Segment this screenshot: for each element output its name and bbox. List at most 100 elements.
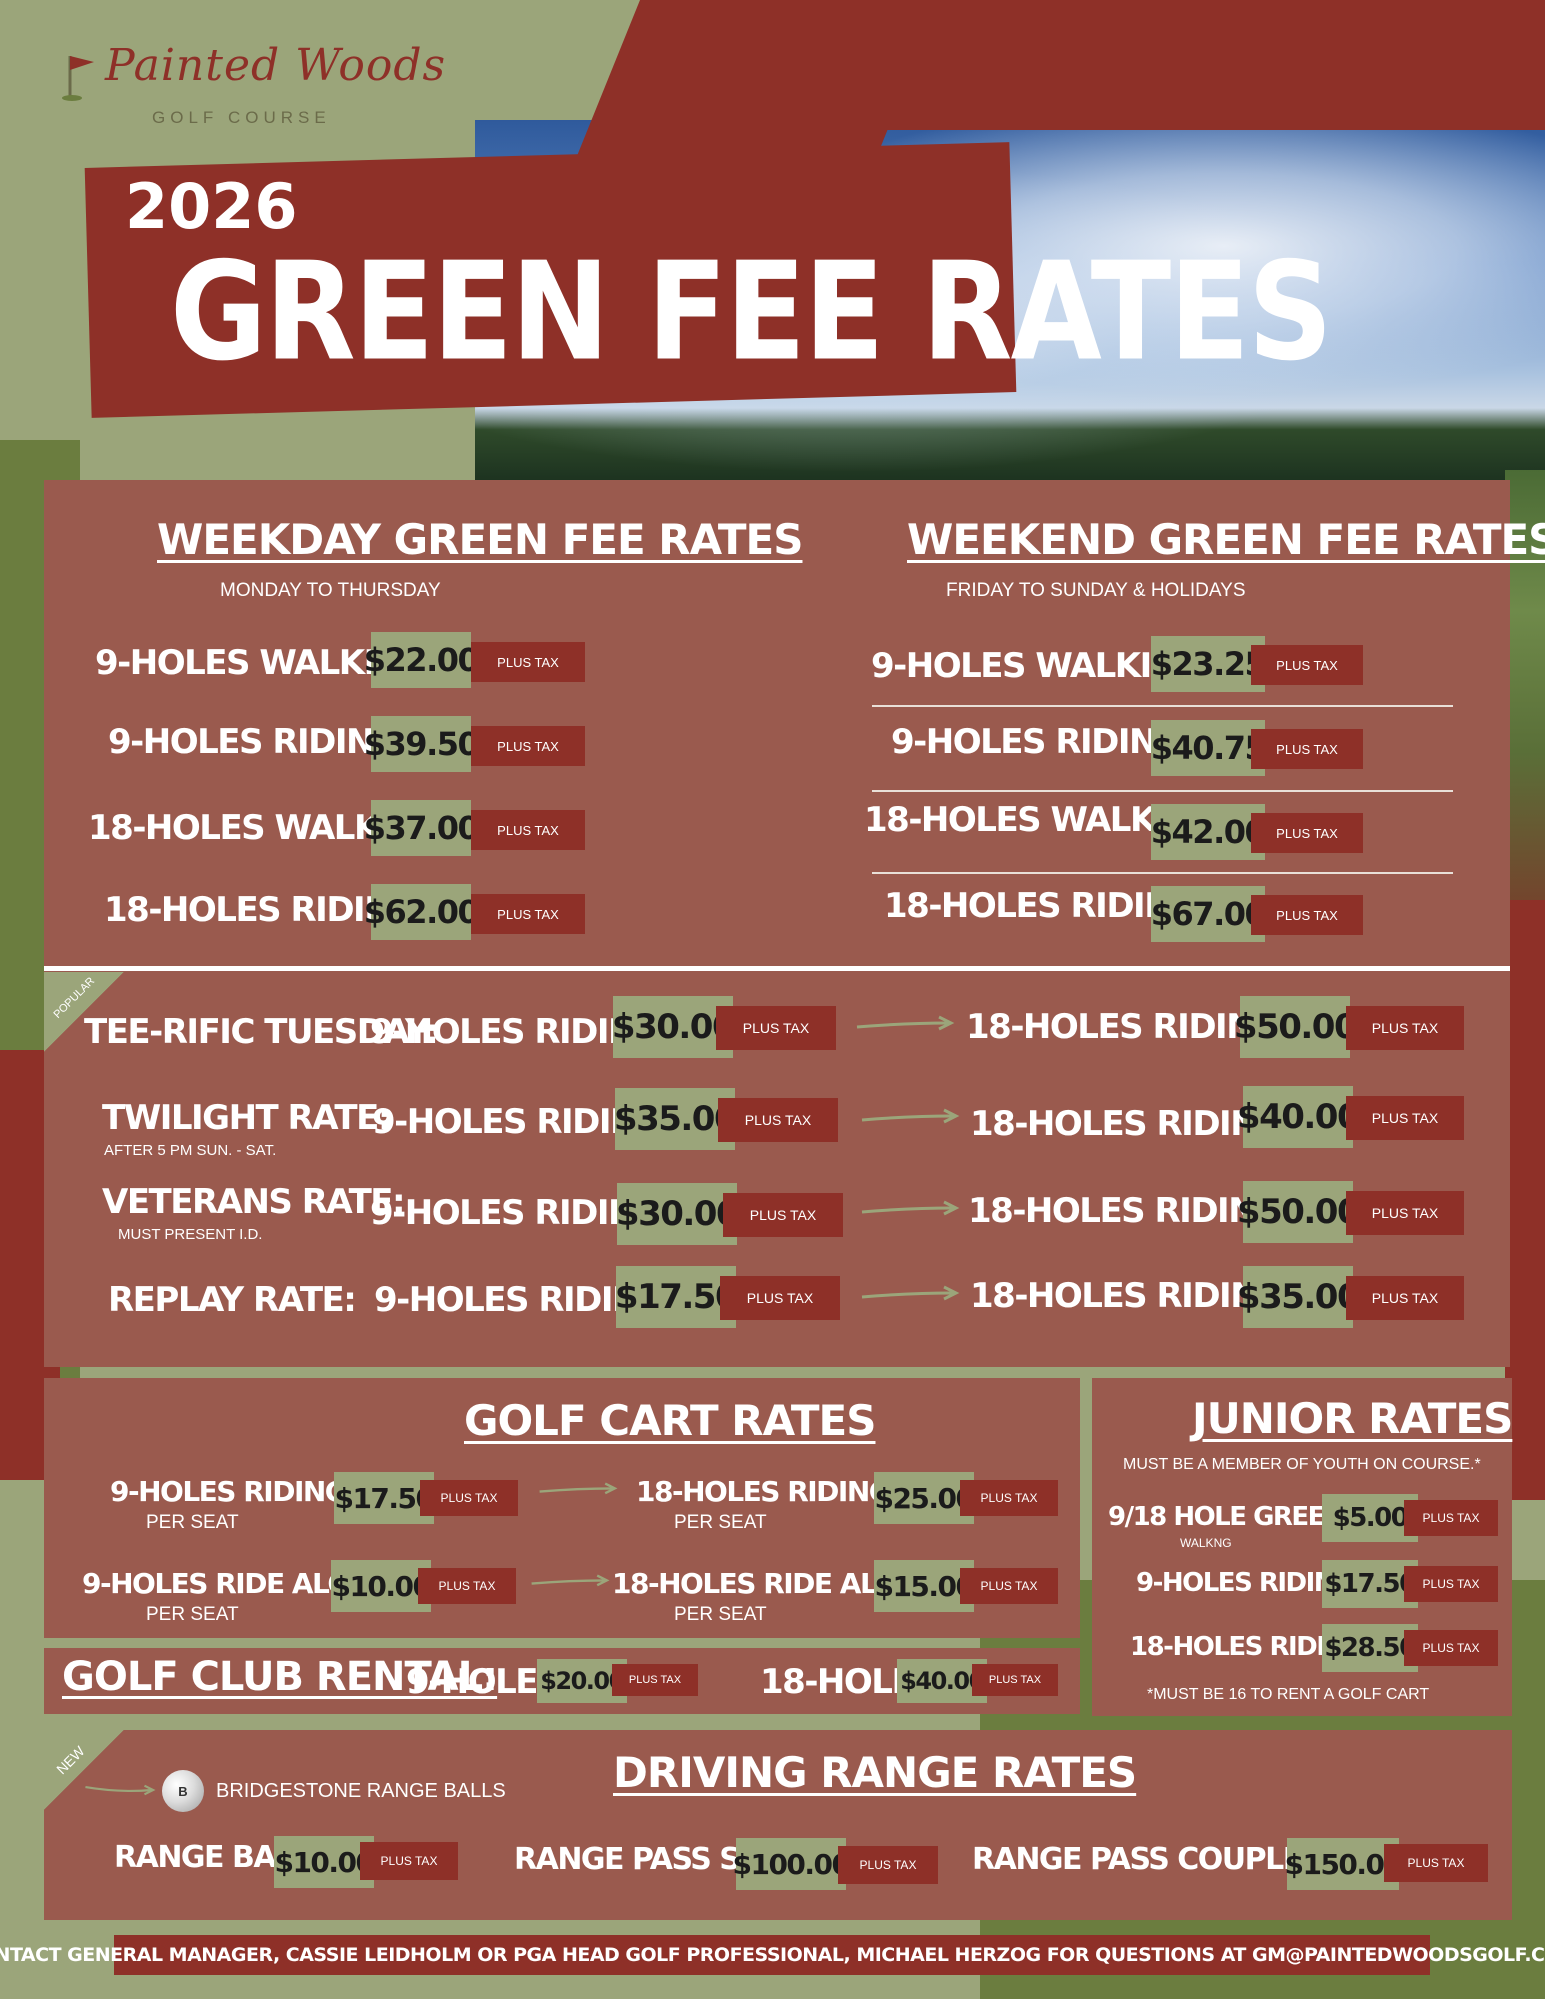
weekday-price: $22.00 [364,632,480,688]
golf-cart-heading: GOLF CART RATES [464,1396,876,1445]
special-18-label: 18-HOLES RIDING: [968,1191,1295,1231]
section-divider [44,966,1510,972]
weekend-price: $67.00 [1151,886,1267,942]
weekend-price: $23.25 [1151,636,1267,692]
green-fee-panel [44,480,1510,970]
plus-tax-tag: PLUS TAX [1251,729,1363,769]
cart-18-price: $25.00 [874,1472,975,1524]
weekday-row-label: 9-HOLES RIDING: [108,722,413,762]
plus-tax-tag: PLUS TAX [1346,1191,1464,1235]
plus-tax-tag: PLUS TAX [1346,1096,1464,1140]
cart-18-sub: PER SEAT [674,1512,767,1533]
range-item-price: $100.00 [732,1838,851,1890]
special-18-price: $35.00 [1237,1266,1361,1328]
plus-tax-tag: PLUS TAX [720,1276,840,1320]
title-year: 2026 [125,170,298,243]
special-rate-name: TWILIGHT RATE: [102,1098,391,1138]
club-rental-heading: GOLF CLUB RENTAL: [62,1654,498,1700]
special-18-price: $50.00 [1237,1181,1361,1243]
special-18-price: $40.00 [1237,1086,1361,1148]
background-red-top [760,0,1545,130]
plus-tax-tag: PLUS TAX [1404,1566,1498,1602]
special-rate-note: AFTER 5 PM SUN. - SAT. [104,1142,277,1159]
junior-row-note: WALKNG [1180,1536,1232,1550]
plus-tax-tag: PLUS TAX [471,726,585,766]
plus-tax-tag: PLUS TAX [612,1664,698,1696]
logo-name: Painted Woods [105,40,447,91]
special-9-price: $30.00 [612,996,736,1058]
weekday-subheading: MONDAY TO THURSDAY [220,580,441,601]
arrow-right-icon [861,1285,960,1301]
weekday-price: $39.50 [364,716,480,772]
special-18-label: 18-HOLES RIDING: [970,1276,1297,1316]
special-rate-note: MUST PRESENT I.D. [118,1226,263,1243]
new-badge: NEW [53,1742,88,1778]
cart-9-price: $17.50 [334,1472,435,1524]
junior-price: $5.00 [1322,1494,1418,1542]
footer-contact-text: CONTACT GENERAL MANAGER, CASSIE LEIDHOLM… [0,1944,1545,1966]
cart-9-label: 9-HOLES RIDING: [110,1475,357,1508]
arrow-right-icon [861,1108,960,1124]
weekend-row-label: 9-HOLES RIDING: [891,722,1196,762]
weekend-price: $42.00 [1151,804,1267,860]
weekend-price: $40.75 [1151,720,1267,776]
special-rate-name: REPLAY RATE: [108,1280,357,1320]
junior-price: $17.50 [1322,1560,1418,1608]
row-divider [872,872,1453,874]
flag-icon [62,56,94,101]
page-title: GREEN FEE RATES [170,232,1333,391]
plus-tax-tag: PLUS TAX [960,1480,1058,1516]
special-9-price: $17.50 [615,1266,739,1328]
arrow-right-icon [539,1482,618,1495]
plus-tax-tag: PLUS TAX [716,1006,836,1050]
plus-tax-tag: PLUS TAX [1251,813,1363,853]
cart-18-label: 18-HOLES RIDING: [636,1475,901,1508]
plus-tax-tag: PLUS TAX [360,1842,458,1880]
special-18-price: $50.00 [1234,996,1358,1058]
plus-tax-tag: PLUS TAX [1384,1844,1488,1882]
cart-9-sub: PER SEAT [146,1512,239,1533]
plus-tax-tag: PLUS TAX [718,1098,838,1142]
special-9-price: $35.00 [614,1088,738,1150]
background-grass [1505,470,1545,940]
popular-ribbon: POPULAR [44,972,124,1052]
plus-tax-tag: PLUS TAX [471,810,585,850]
bridgestone-b-logo: B [178,1783,188,1799]
junior-heading: JUNIOR RATES [1192,1394,1513,1443]
range-item-price: $150.00 [1284,1838,1403,1890]
weekday-price: $62.00 [364,884,480,940]
plus-tax-tag: PLUS TAX [420,1480,518,1516]
row-divider [872,705,1453,707]
plus-tax-tag: PLUS TAX [972,1664,1058,1696]
special-18-label: 18-HOLES RIDING: [970,1104,1297,1144]
new-ribbon: NEW [44,1730,124,1810]
range-item-price: $10.00 [274,1836,375,1888]
cart-9-price: $10.00 [331,1560,432,1612]
plus-tax-tag: PLUS TAX [960,1568,1058,1604]
cart-18-sub: PER SEAT [674,1604,767,1625]
weekday-price: $37.00 [364,800,480,856]
plus-tax-tag: PLUS TAX [1346,1276,1464,1320]
junior-subheading: MUST BE A MEMBER OF YOUTH ON COURSE.* [1123,1456,1481,1473]
special-9-price: $30.00 [616,1183,740,1245]
weekend-subheading: FRIDAY TO SUNDAY & HOLIDAYS [946,580,1246,601]
cart-9-sub: PER SEAT [146,1604,239,1625]
arrow-right-icon [861,1200,960,1216]
logo-subtitle: GOLF COURSE [152,108,331,127]
row-divider [872,790,1453,792]
arrow-right-icon [531,1574,610,1587]
plus-tax-tag: PLUS TAX [838,1846,938,1884]
driving-range-heading: DRIVING RANGE RATES [613,1748,1137,1797]
footer-contact-bar: CONTACT GENERAL MANAGER, CASSIE LEIDHOLM… [0,1935,1545,1975]
plus-tax-tag: PLUS TAX [471,642,585,682]
cart-18-price: $15.00 [874,1560,975,1612]
golf-ball-icon: B [162,1770,204,1812]
weekday-heading: WEEKDAY GREEN FEE RATES [157,515,803,564]
plus-tax-tag: PLUS TAX [471,894,585,934]
weekend-heading: WEEKEND GREEN FEE RATES [907,515,1545,564]
plus-tax-tag: PLUS TAX [1346,1006,1464,1050]
plus-tax-tag: PLUS TAX [1251,895,1363,935]
arrow-right-icon [856,1015,955,1031]
plus-tax-tag: PLUS TAX [418,1568,516,1604]
plus-tax-tag: PLUS TAX [1251,645,1363,685]
